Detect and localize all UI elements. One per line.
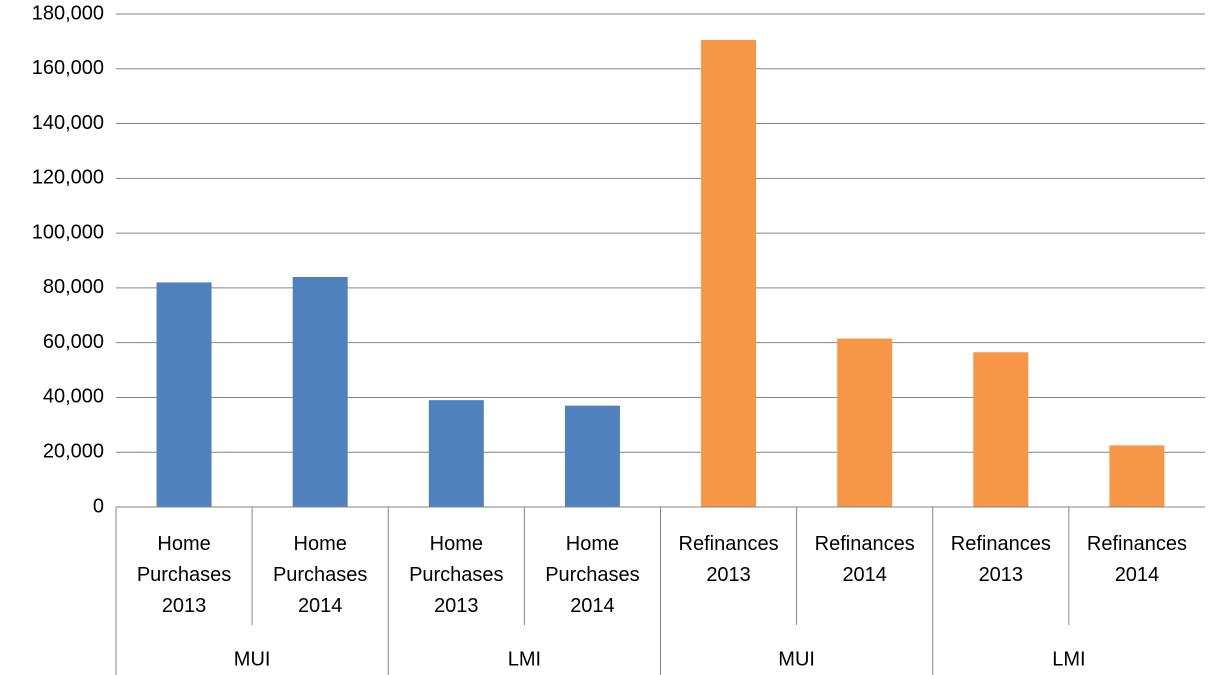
group-label: LMI	[508, 648, 541, 670]
x-tick-label: Refinances 2013	[679, 533, 779, 586]
group-label: MUI	[234, 648, 271, 670]
y-tick-label: 80,000	[43, 276, 104, 298]
x-tick-label: Home Purchases 2013	[137, 533, 232, 617]
bar	[973, 352, 1029, 507]
y-tick-label: 40,000	[43, 386, 104, 408]
x-tick-label: Home Purchases 2014	[273, 533, 368, 617]
x-tick-label: Refinances 2014	[1087, 533, 1187, 586]
x-tick-label: Refinances 2013	[951, 533, 1051, 586]
y-tick-label: 140,000	[32, 112, 104, 134]
y-tick-label: 0	[93, 495, 104, 517]
bar	[156, 282, 212, 507]
bar	[837, 338, 893, 507]
group-label: LMI	[1052, 648, 1085, 670]
x-tick-label: Home Purchases 2014	[545, 533, 640, 617]
x-tick-label: Home Purchases 2013	[409, 533, 504, 617]
y-tick-label: 180,000	[32, 2, 104, 24]
y-tick-label: 120,000	[32, 167, 104, 189]
bar	[428, 400, 484, 507]
group-label: MUI	[778, 648, 815, 670]
y-tick-label: 100,000	[32, 221, 104, 243]
bar	[292, 276, 348, 507]
bar	[564, 405, 620, 507]
bar	[701, 40, 757, 508]
y-tick-label: 20,000	[43, 441, 104, 463]
y-tick-label: 160,000	[32, 57, 104, 79]
y-tick-label: 60,000	[43, 331, 104, 353]
x-tick-label: Refinances 2014	[815, 533, 915, 586]
bar	[1109, 445, 1165, 507]
